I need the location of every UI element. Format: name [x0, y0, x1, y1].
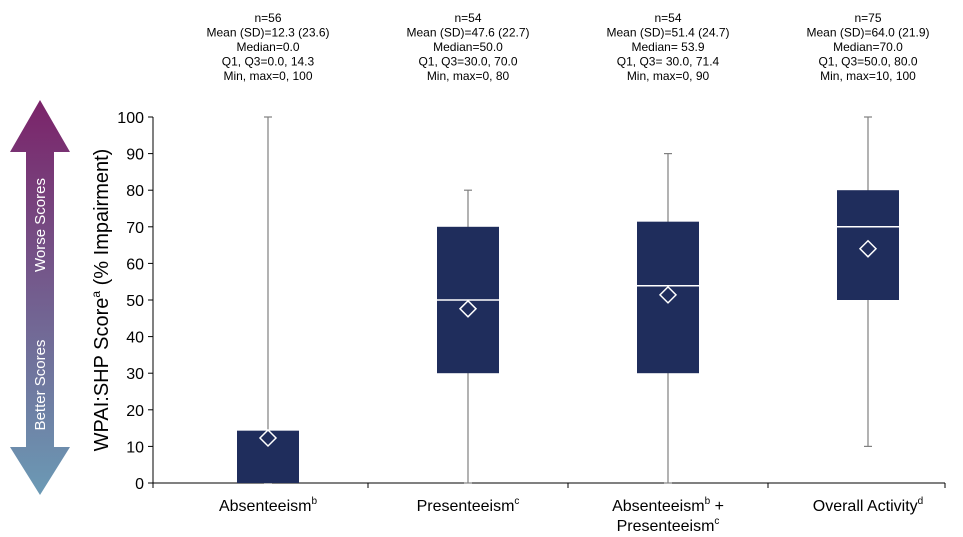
box-group [637, 153, 699, 484]
stats-line: Median= 53.9 [631, 40, 704, 54]
stats-line: Median=50.0 [433, 40, 503, 54]
y-tick-label: 40 [126, 330, 144, 347]
stats-line: Q1, Q3=30.0, 70.0 [418, 55, 517, 69]
category-label: Presenteeismc [617, 516, 720, 535]
mean-marker [458, 299, 478, 318]
worse-scores-label: Worse Scores [32, 178, 49, 272]
y-tick-label: 90 [126, 147, 144, 164]
scale-arrow: Worse Scores Better Scores [10, 100, 70, 495]
y-tick-label: 20 [126, 403, 144, 420]
y-tick-label: 0 [135, 476, 144, 493]
y-axis-title-main: WPAI:SHP Score [91, 298, 113, 452]
stats-line: n=56 [254, 11, 281, 25]
stats-line: Q1, Q3=50.0, 80.0 [818, 55, 917, 69]
stats-line: Min, max=0, 90 [627, 69, 710, 83]
y-tick-label: 10 [126, 439, 144, 456]
box-group [437, 189, 499, 484]
stats-line: Mean (SD)=51.4 (24.7) [606, 26, 729, 40]
y-tick-label: 60 [126, 256, 144, 273]
box-group [837, 116, 899, 447]
stats-line: Mean (SD)=12.3 (23.6) [206, 26, 329, 40]
y-ticks: 0 10 20 30 40 50 60 70 80 90 100 [117, 110, 153, 493]
stats-line: Mean (SD)=64.0 (21.9) [806, 26, 929, 40]
y-tick-label: 70 [126, 220, 144, 237]
stats-line: n=75 [854, 11, 881, 25]
better-scores-label: Better Scores [32, 340, 49, 431]
stats-line: Min, max=0, 100 [223, 69, 312, 83]
y-axis-title-suffix: (% Impairment) [91, 149, 113, 291]
y-tick-label: 80 [126, 183, 144, 200]
y-tick-label: 30 [126, 366, 144, 383]
stats-line: Median=70.0 [833, 40, 903, 54]
y-tick-label: 50 [126, 293, 144, 310]
stats-line: Min, max=0, 80 [427, 69, 510, 83]
category-labels: Absenteeismb Presenteeismc Absenteeismb +P… [219, 496, 923, 535]
mean-marker [258, 428, 278, 448]
y-axis-title: WPAI:SHP Scorea (% Impairment) [89, 149, 113, 452]
stats-line: Mean (SD)=47.6 (22.7) [406, 26, 529, 40]
box-group [237, 116, 299, 484]
stats-line: n=54 [454, 11, 481, 25]
category-label: Presenteeismc [417, 496, 520, 515]
scale-arrow-shape [10, 100, 70, 495]
stats-line: Min, max=10, 100 [820, 69, 916, 83]
category-label: Absenteeismb + [612, 496, 724, 515]
stats-line: Median=0.0 [236, 40, 299, 54]
boxes [237, 116, 899, 484]
stats-line: Q1, Q3= 30.0, 71.4 [617, 55, 720, 69]
mean-marker [858, 239, 878, 258]
stats-line: n=54 [654, 11, 681, 25]
y-axis-title-sup: a [89, 291, 103, 298]
mean-marker [658, 285, 678, 304]
category-label: Overall Activityd [813, 496, 923, 515]
y-tick-label: 100 [117, 110, 144, 127]
stats-line: Q1, Q3=0.0, 14.3 [222, 55, 315, 69]
category-label: Absenteeismb [219, 496, 318, 515]
